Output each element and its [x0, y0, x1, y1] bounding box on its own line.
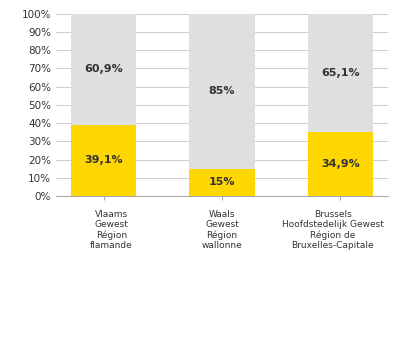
Bar: [71, 125, 136, 196]
Bar: [308, 132, 373, 196]
Text: Waals
Gewest
Région
wallonne: Waals Gewest Région wallonne: [202, 210, 242, 250]
Text: 85%: 85%: [209, 86, 235, 96]
Bar: [190, 14, 254, 169]
Text: 34,9%: 34,9%: [321, 159, 360, 169]
Text: 39,1%: 39,1%: [84, 155, 123, 165]
Text: 60,9%: 60,9%: [84, 64, 123, 74]
Text: 65,1%: 65,1%: [321, 68, 360, 78]
Bar: [308, 14, 373, 132]
Text: Brussels
Hoofdstedelijk Gewest
Région de
Bruxelles-Capitale: Brussels Hoofdstedelijk Gewest Région de…: [282, 210, 384, 250]
Text: 15%: 15%: [209, 177, 235, 187]
Bar: [190, 169, 254, 196]
Text: Vlaams
Gewest
Région
flamande: Vlaams Gewest Région flamande: [90, 210, 133, 250]
Bar: [71, 14, 136, 125]
